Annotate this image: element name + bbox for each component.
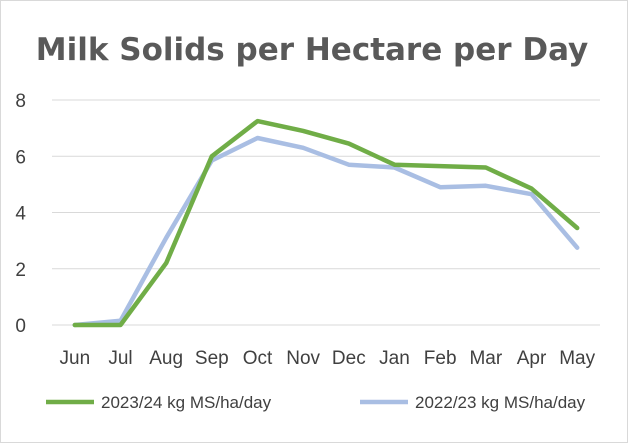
x-tick-label: Aug — [149, 348, 183, 369]
series-lines — [75, 121, 577, 325]
series-line-1 — [75, 121, 577, 325]
y-tick-label: 6 — [15, 147, 26, 168]
x-tick-label: May — [559, 348, 595, 369]
legend-label-1: 2023/24 kg MS/ha/day — [101, 393, 272, 412]
x-tick-label: Sep — [195, 348, 229, 369]
y-tick-label: 2 — [15, 260, 26, 281]
gridlines — [52, 100, 600, 325]
x-tick-label: Nov — [286, 348, 320, 369]
x-axis-ticks: Jun Jul Aug Sep Oct Nov Dec Jan Feb Mar Apr May — [60, 348, 596, 369]
x-tick-label: Apr — [517, 348, 547, 369]
series-line-2 — [75, 138, 577, 325]
x-tick-label: Feb — [424, 348, 457, 369]
x-tick-label: Jul — [108, 348, 132, 369]
x-tick-label: Jan — [379, 348, 410, 369]
chart-title: Milk Solids per Hectare per Day — [36, 32, 589, 68]
x-tick-label: Mar — [469, 348, 502, 369]
x-tick-label: Oct — [243, 348, 273, 369]
legend: 2023/24 kg MS/ha/day 2022/23 kg MS/ha/day — [46, 393, 586, 412]
y-tick-label: 8 — [15, 91, 26, 112]
y-tick-label: 4 — [15, 204, 26, 225]
x-tick-label: Dec — [332, 348, 366, 369]
x-tick-label: Jun — [60, 348, 91, 369]
y-tick-label: 0 — [15, 316, 26, 337]
y-axis-ticks: 0 2 4 6 8 — [15, 91, 26, 337]
legend-label-2: 2022/23 kg MS/ha/day — [415, 393, 586, 412]
